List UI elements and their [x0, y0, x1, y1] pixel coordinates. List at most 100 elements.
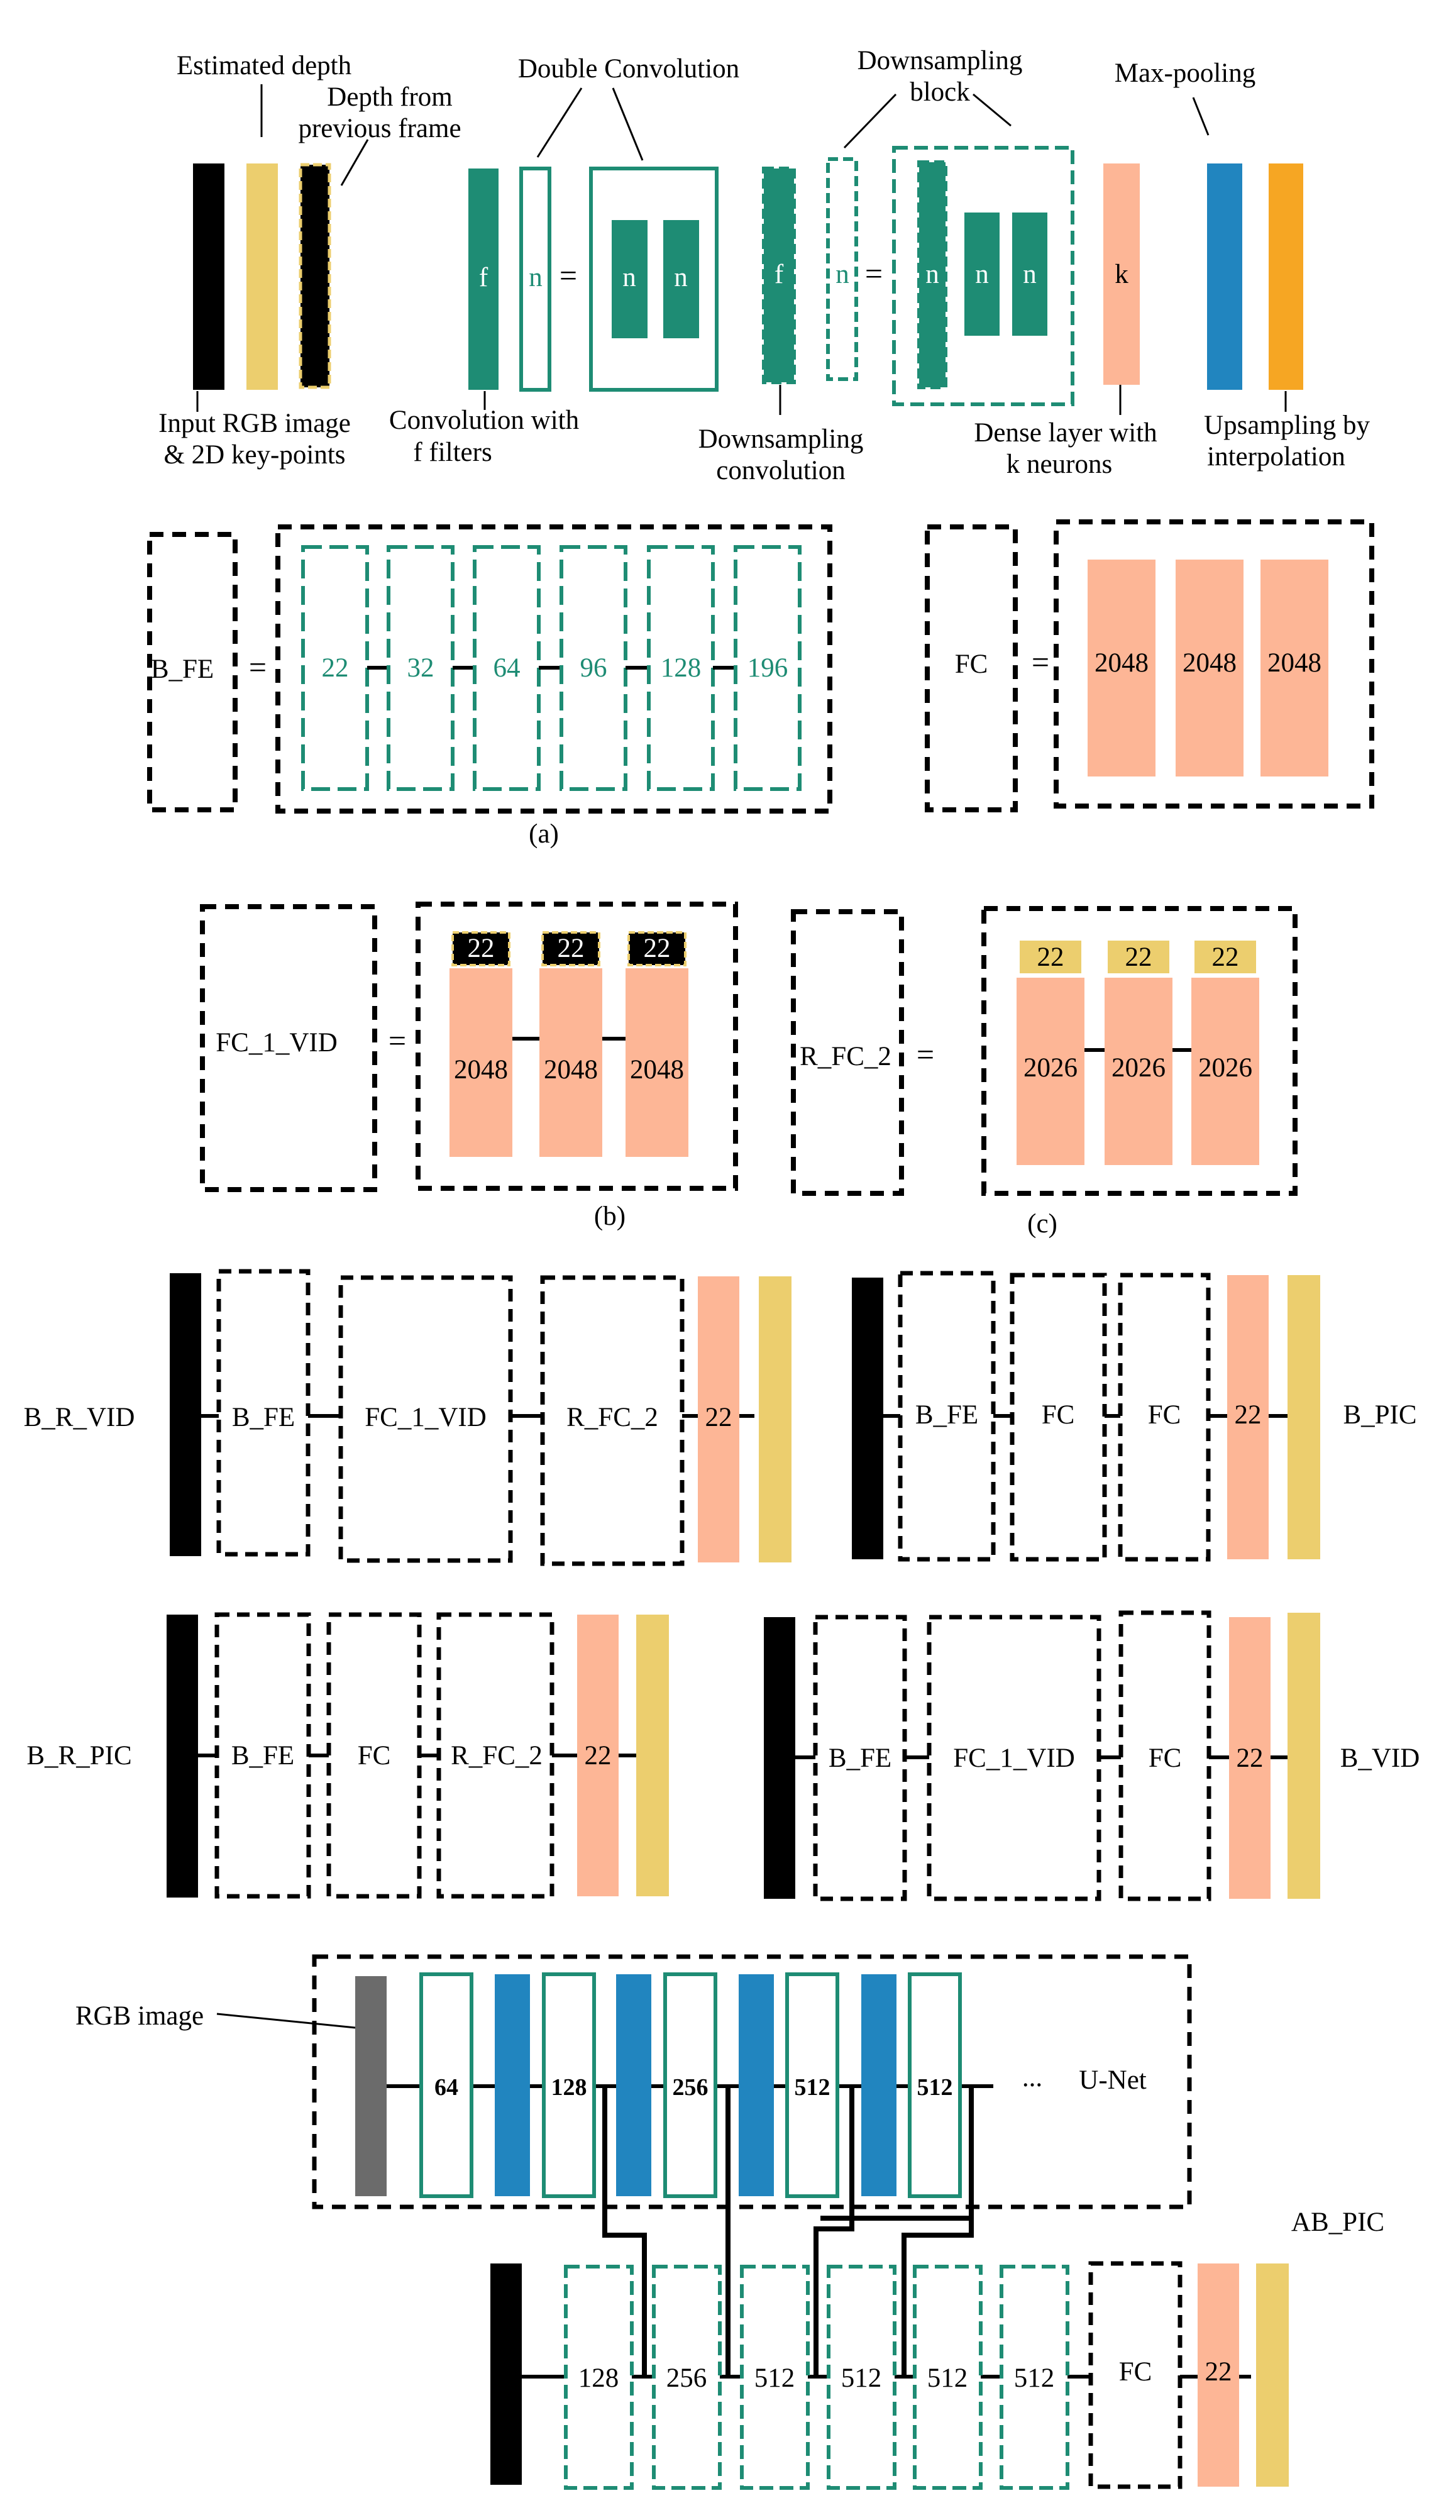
dense-22-block — [1227, 1275, 1269, 1559]
dense-22-block — [577, 1615, 619, 1896]
filter-count-label: 512 — [841, 2363, 882, 2393]
filter-count-label: 128 — [578, 2363, 619, 2393]
filter-count-label: 128 — [661, 653, 702, 683]
max-pool-block — [1207, 163, 1242, 390]
estimated-depth-label: Estimated depth — [177, 51, 351, 80]
neuron-count-label: 2026 — [1111, 1053, 1166, 1083]
block-label: B_FE — [232, 1403, 295, 1432]
depth-size-label: 22 — [1125, 942, 1152, 972]
down-block-inner-2 — [964, 213, 1000, 336]
double-conv-inner-n1: n — [622, 263, 636, 292]
double-conv-block — [301, 545, 369, 791]
filter-count-label: 256 — [666, 2363, 707, 2393]
fc-box — [326, 1612, 422, 1899]
conv-f-symbol: f — [479, 263, 488, 292]
fc-label: FC — [1119, 2357, 1152, 2387]
fc1vid-label: FC_1_VID — [216, 1028, 338, 1058]
model-name: B_VID — [1340, 1744, 1420, 1773]
filter-count-label: 196 — [747, 653, 788, 683]
prev-depth-size-label: 22 — [558, 934, 585, 963]
double-conv-block — [785, 1972, 839, 2198]
prev-depth-block — [299, 163, 331, 389]
leader-down-block-2 — [973, 93, 1012, 127]
dense-k-symbol: k — [1115, 260, 1128, 289]
dense-label-2: k neurons — [1007, 450, 1112, 479]
neuron-count-label: 2048 — [454, 1055, 508, 1085]
bfe-box — [898, 1271, 996, 1562]
caption-c: (c) — [1027, 1209, 1057, 1239]
down-conv-label-1: Downsampling — [698, 424, 864, 454]
depth-output-block — [1288, 1275, 1320, 1559]
leader-prev-depth — [340, 139, 369, 186]
conv-label-2: f filters — [413, 438, 492, 467]
output-label: 22 — [1237, 1744, 1264, 1773]
filter-count-label: 96 — [580, 653, 607, 683]
max-pool-block — [861, 1974, 896, 2196]
estimated-depth-input — [1194, 941, 1256, 973]
output-label: 22 — [1205, 2357, 1232, 2387]
down-block-n-symbol: n — [836, 260, 849, 289]
depth-output-block — [1288, 1613, 1320, 1899]
double-conv-block — [663, 1972, 717, 2198]
bfe-box — [813, 1615, 907, 1901]
rgb-image-block — [355, 1976, 387, 2196]
dense-22-block — [698, 1276, 739, 1562]
down-conv-block — [762, 167, 796, 384]
down-conv-f-symbol: f — [775, 260, 784, 289]
unet-ellipsis: ... — [1022, 2063, 1042, 2092]
dense-layer-block — [1088, 560, 1155, 776]
filter-count-label: 512 — [927, 2363, 968, 2393]
dense-layer-block — [1191, 978, 1259, 1165]
filter-count-label: 512 — [795, 2074, 830, 2101]
input-image-block — [764, 1617, 795, 1899]
neuron-count-label: 2048 — [1095, 648, 1149, 678]
neuron-count-label: 2048 — [1267, 648, 1321, 678]
dense-label-1: Dense layer with — [974, 418, 1157, 448]
output-label: 22 — [1235, 1400, 1262, 1430]
rfc2-label: R_FC_2 — [800, 1042, 891, 1071]
depth-output-block — [759, 1276, 791, 1562]
dense-22-block — [1198, 2263, 1239, 2487]
fc-box — [1010, 1273, 1107, 1562]
block-label: FC — [358, 1741, 391, 1771]
double-conv-n-symbol: n — [529, 263, 543, 292]
block-label: B_FE — [231, 1741, 294, 1771]
output-label: 22 — [585, 1741, 612, 1771]
fc-label: FC — [955, 649, 988, 679]
leader-down-block-1 — [843, 93, 897, 149]
estimated-depth-input — [1108, 941, 1169, 973]
prev-depth-size-label: 22 — [644, 934, 671, 963]
prev-depth-input — [627, 931, 687, 966]
downsampling-block — [827, 2265, 896, 2490]
prev-depth-size-label: 22 — [468, 934, 495, 963]
double-conv-block — [908, 1972, 962, 2198]
unet-label: U-Net — [1079, 2065, 1147, 2095]
block-label: FC_1_VID — [365, 1403, 487, 1432]
double-conv-block — [419, 1972, 473, 2198]
downsampling-block — [740, 2265, 810, 2490]
fc-box — [925, 524, 1018, 812]
down-conv-label-2: convolution — [716, 456, 845, 485]
rfc2-expanded-box — [981, 906, 1298, 1196]
neuron-count-label: 2026 — [1023, 1053, 1078, 1083]
estimated-depth-input — [1020, 941, 1081, 973]
block-label: R_FC_2 — [451, 1741, 543, 1771]
bfe-eq: = — [249, 649, 267, 685]
bfe-box — [214, 1612, 311, 1899]
leader-rgb — [216, 2013, 356, 2029]
prev-depth-input — [541, 931, 600, 966]
block-label: B_FE — [829, 1744, 891, 1773]
dense-22-block — [1229, 1617, 1271, 1899]
neuron-count-label: 2026 — [1198, 1053, 1252, 1083]
dense-layer-block — [449, 968, 512, 1157]
double-conv-block — [542, 1972, 596, 2198]
upsample-label-2: interpolation — [1207, 442, 1345, 472]
block-label: FC — [1149, 1744, 1182, 1773]
input-label-2: & 2D key-points — [163, 440, 345, 470]
double-conv-label: Double Convolution — [518, 54, 739, 84]
model-name: B_PIC — [1343, 1400, 1416, 1430]
dense-layer-block — [1176, 560, 1244, 776]
down-block-label-2: block — [910, 77, 970, 107]
estimated-depth-block — [246, 163, 278, 390]
block-label: R_FC_2 — [566, 1403, 658, 1432]
